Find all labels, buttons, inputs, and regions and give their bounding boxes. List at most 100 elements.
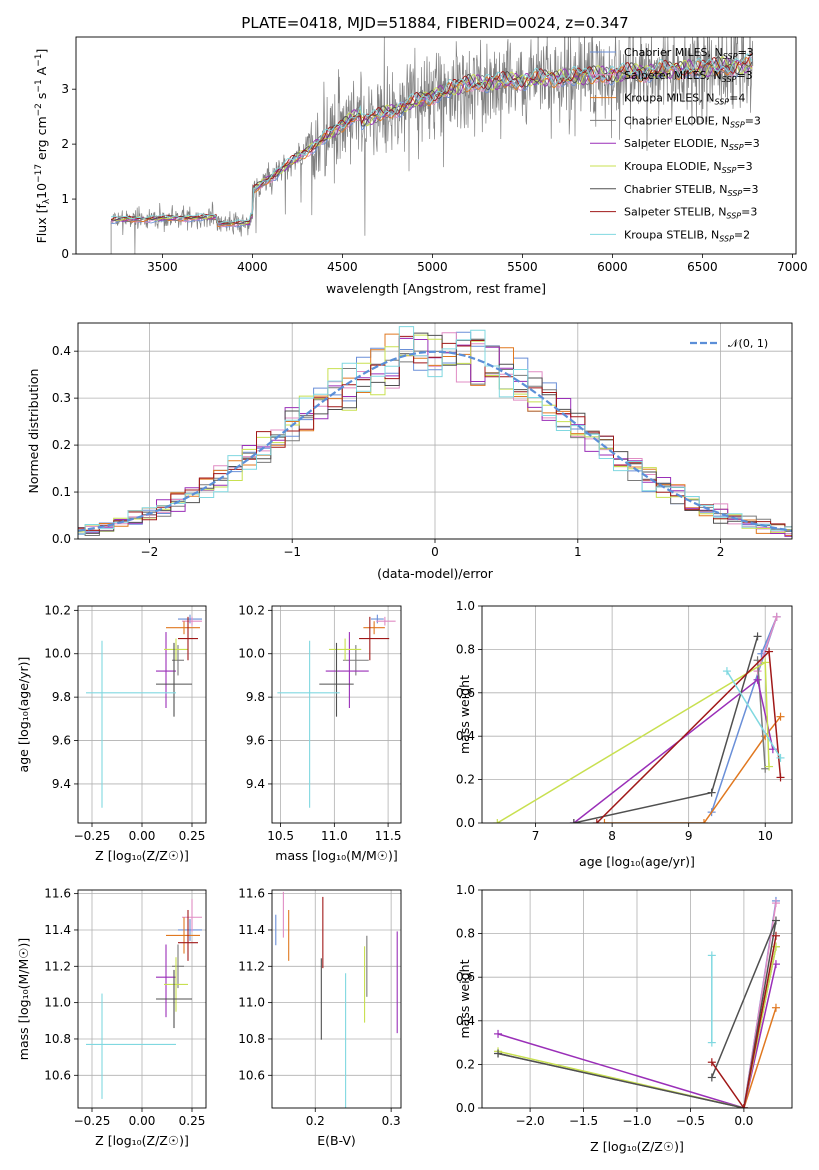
ssp-weight-line (497, 963, 777, 1108)
x-tick-label: 9 (685, 829, 693, 843)
y-axis-label-part: ] (34, 49, 49, 54)
x-axis-label: wavelength [Angstrom, rest frame] (326, 281, 546, 296)
plot-area (86, 899, 202, 1099)
x-tick-label: −1 (283, 545, 301, 559)
y-tick-label: 0.2 (456, 773, 475, 787)
y-axis-label-part: λ (42, 198, 52, 204)
x-tick-label: 5000 (417, 260, 448, 274)
y-tick-label: 9.6 (52, 734, 71, 748)
x-tick-label: 0.00 (129, 1114, 156, 1128)
x-tick-label: −0.5 (676, 1114, 705, 1128)
spectrum-panel: 3500 4000 4500 5000 5500 6000 6500 7000 0 1 2 3 wave… (34, 36, 808, 296)
model-spectrum (110, 53, 753, 224)
y-tick-label: 11.2 (44, 959, 71, 973)
x-tick-label: 0.25 (179, 1114, 206, 1128)
axes-frame (77, 322, 793, 540)
y-tick-label: 11.2 (238, 959, 265, 973)
y-tick-label: 11.0 (44, 996, 71, 1010)
y-tick-label: 10.2 (44, 603, 71, 617)
legend-label-part: SSP (714, 98, 729, 107)
y-tick-label: 11.4 (238, 923, 265, 937)
y-axis-label: mass [log₁₀(M/M☉)] (16, 938, 31, 1060)
y-axis-label-part: −1 (34, 79, 44, 92)
y-tick-label: 10.0 (44, 647, 71, 661)
age-vs-mass-panel: 10.5 11.0 11.5 9.4 9.6 9.8 10.0 10.2 mass [log₁₀… (238, 603, 401, 863)
axes-frame (271, 605, 402, 824)
y-tick-label: 0.4 (456, 1014, 475, 1028)
y-tick-label: 0 (61, 247, 69, 261)
legend-label-part: =4 (729, 92, 745, 105)
y-tick-label: 0.2 (52, 438, 71, 452)
legend-label-part: Salpeter MILES, N (624, 69, 722, 82)
legend-label: Chabrier MILES, NSSP=3 (624, 46, 754, 61)
plot-area (110, 37, 754, 254)
y-tick-label: 10.8 (44, 1032, 71, 1046)
legend-label-part: SSP (728, 189, 743, 198)
y-tick-label: 0.0 (456, 1101, 475, 1115)
legend-label: Salpeter ELODIE, NSSP=3 (624, 137, 760, 152)
x-tick-label: 0.25 (179, 829, 206, 843)
legend-label-part: Chabrier ELODIE, N (624, 114, 730, 127)
axes-frame (77, 605, 207, 824)
y-tick-label: 9.8 (246, 690, 265, 704)
legend-label-part: Chabrier STELIB, N (624, 183, 728, 196)
y-tick-label: 10.2 (238, 603, 265, 617)
y-tick-label: 0.4 (456, 729, 475, 743)
plot-area (78, 326, 792, 537)
y-tick-label: 0.0 (456, 816, 475, 830)
ssp-weight-line (756, 616, 778, 672)
y-tick-label: 0.6 (456, 970, 475, 984)
age-vs-metallicity-panel: −0.25 0.00 0.25 9.4 9.6 9.8 10.0 10.2 Z [log₁₀(Z… (16, 603, 207, 863)
y-tick-label: 0.3 (52, 391, 71, 405)
legend-label-part: SSP (726, 212, 741, 221)
residual-histogram (78, 333, 792, 536)
x-tick-label: 0.0 (734, 1114, 753, 1128)
y-tick-label: 2 (61, 137, 69, 151)
x-tick-label: −0.25 (74, 1114, 111, 1128)
legend-label-part: SSP (730, 120, 745, 129)
axes-frame (481, 605, 793, 824)
legend-label: Chabrier STELIB, NSSP=3 (624, 183, 758, 198)
legend-label: Chabrier ELODIE, NSSP=3 (624, 114, 761, 129)
axes-frame (77, 889, 207, 1109)
y-tick-label: 11.6 (238, 887, 265, 901)
legend-label-part: Kroupa MILES, N (624, 92, 714, 105)
y-tick-label: 1 (61, 192, 69, 206)
x-tick-label: 3500 (147, 260, 178, 274)
legend-label: Salpeter STELIB, NSSP=3 (624, 206, 757, 221)
x-axis-label: age [log₁₀(age/yr)] (579, 854, 695, 869)
weight-vs-age-panel: 7 8 9 10 0.0 0.2 0.4 0.6 0.8 1.0 age [log₁₀(age/yr… (456, 599, 793, 869)
y-tick-label: 0.2 (456, 1057, 475, 1071)
legend-label-part: SSP (723, 52, 738, 61)
x-tick-label: 2 (717, 545, 725, 559)
legend-label-part: SSP (719, 234, 734, 243)
weight-vs-metallicity-panel: −2.0 −1.5 −1.0 −0.5 0.0 0.0 0.2 0.4 0.6 0.8 1.0 Z [… (456, 883, 793, 1154)
ssp-weight-line (604, 716, 782, 823)
legend-label: 𝒩(0, 1) (728, 337, 768, 350)
ssp-weight-line (573, 636, 759, 823)
legend-label-part: =2 (734, 228, 750, 241)
x-tick-label: −1.5 (569, 1114, 598, 1128)
y-axis-label: Normed distribution (26, 369, 41, 494)
observed-spectrum (110, 37, 754, 254)
x-tick-label: 4000 (237, 260, 268, 274)
y-tick-label: 0.6 (456, 686, 475, 700)
legend-label-part: Kroupa ELODIE, N (624, 160, 722, 173)
y-tick-label: 9.4 (52, 777, 71, 791)
x-axis-label: Z [log₁₀(Z/Z☉)] (590, 1139, 684, 1154)
residual-histogram (78, 326, 792, 535)
ssp-weight-line (726, 670, 782, 759)
y-tick-label: 9.8 (52, 690, 71, 704)
y-tick-label: 11.4 (44, 923, 71, 937)
axes-frame (481, 889, 793, 1109)
y-axis-label: mass weight (457, 959, 472, 1038)
plot-area (494, 896, 780, 1108)
y-axis-label-part: A (34, 66, 49, 79)
legend-label-part: =3 (745, 114, 761, 127)
legend-label-part: SSP (722, 166, 737, 175)
x-tick-label: 0.2 (306, 1114, 325, 1128)
y-axis-label-part: Flux [f (34, 204, 49, 244)
y-tick-label: 0.4 (52, 344, 71, 358)
plot-area (277, 614, 396, 808)
